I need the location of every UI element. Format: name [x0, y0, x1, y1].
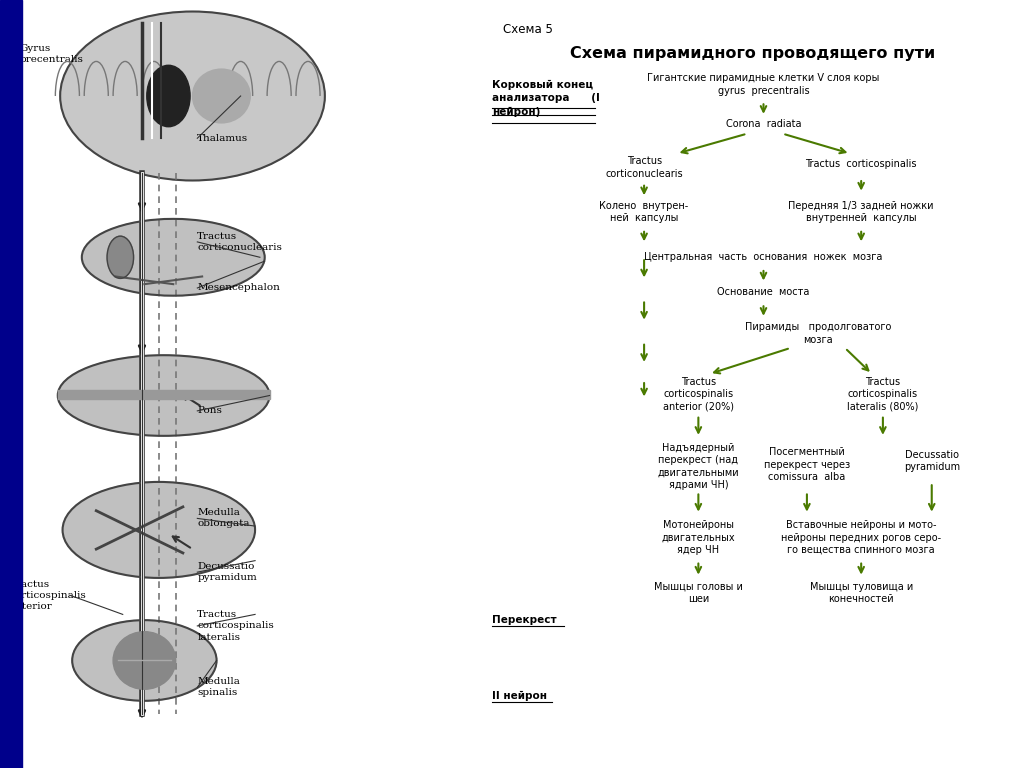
Text: Tractus
corticospinalis
lateralis: Tractus corticospinalis lateralis	[198, 611, 274, 641]
Ellipse shape	[146, 65, 190, 127]
Text: Мотонейроны
двигательных
ядер ЧН: Мотонейроны двигательных ядер ЧН	[662, 520, 735, 555]
Ellipse shape	[113, 631, 176, 690]
Bar	[0, 0, 22, 768]
Ellipse shape	[82, 219, 264, 296]
Bar	[57, 390, 269, 399]
Text: Tractus
corticospinalis
lateralis (80%): Tractus corticospinalis lateralis (80%)	[847, 376, 919, 412]
Text: Колено  внутрен-
ней  капсулы: Колено внутрен- ней капсулы	[599, 200, 689, 223]
Text: Схема 5: Схема 5	[503, 23, 553, 36]
Text: Передняя 1/3 задней ножки
внутренней  капсулы: Передняя 1/3 задней ножки внутренней кап…	[788, 200, 934, 223]
Text: Mesencephalon: Mesencephalon	[198, 283, 281, 293]
Text: Tractus
corticospinalis
anterior (20%): Tractus corticospinalis anterior (20%)	[663, 376, 734, 412]
Text: II нейрон: II нейрон	[493, 690, 547, 701]
Text: Decussatio
pyramidum: Decussatio pyramidum	[198, 562, 257, 582]
Ellipse shape	[62, 482, 255, 578]
Ellipse shape	[108, 237, 133, 279]
Text: Надъядерный
перекрест (над
двигательными
ядрами ЧН): Надъядерный перекрест (над двигательными…	[657, 442, 739, 490]
Text: Tractus
corticonuclearis: Tractus corticonuclearis	[605, 156, 683, 179]
Ellipse shape	[193, 69, 250, 123]
Text: Схема пирамидного проводящего пути: Схема пирамидного проводящего пути	[570, 46, 935, 61]
Text: Пирамиды   продолговатого
мозга: Пирамиды продолговатого мозга	[744, 322, 891, 345]
Ellipse shape	[60, 12, 325, 180]
Text: Гигантские пирамидные клетки V слоя коры
gyrus  precentralis: Гигантские пирамидные клетки V слоя коры…	[647, 73, 880, 96]
Text: Tractus
corticonuclearis: Tractus corticonuclearis	[198, 232, 283, 252]
Text: Gyrus
precentralis: Gyrus precentralis	[19, 44, 83, 64]
Text: Medulla
spinalis: Medulla spinalis	[198, 677, 241, 697]
Text: Основание  моста: Основание моста	[717, 286, 810, 297]
Text: Корковый конец
анализатора      (I
нейрон): Корковый конец анализатора (I нейрон)	[493, 80, 600, 117]
Text: Medulla
oblongata: Medulla oblongata	[198, 508, 250, 528]
Text: Мышцы туловища и
конечностей: Мышцы туловища и конечностей	[810, 581, 912, 604]
Text: Decussatio
pyramidum: Decussatio pyramidum	[903, 449, 959, 472]
Text: Мышцы головы и
шеи: Мышцы головы и шеи	[654, 581, 742, 604]
Text: Центральная  часть  основания  ножек  мозга: Центральная часть основания ножек мозга	[644, 251, 883, 262]
Text: Tractus  corticospinalis: Tractus corticospinalis	[806, 159, 916, 170]
Text: Перекрест: Перекрест	[493, 614, 557, 625]
Ellipse shape	[72, 621, 216, 700]
Text: Pons: Pons	[198, 406, 222, 415]
Text: Вставочные нейроны и мото-
нейроны передних рогов серо-
го вещества спинного моз: Вставочные нейроны и мото- нейроны перед…	[781, 520, 941, 555]
Text: Corona  radiata: Corona radiata	[726, 119, 801, 130]
Text: Посегментный
перекрест через
comissura  alba: Посегментный перекрест через comissura a…	[764, 447, 850, 482]
Ellipse shape	[57, 355, 269, 436]
Text: Tractus
corticospinalis
anterior: Tractus corticospinalis anterior	[9, 580, 86, 611]
Text: Thalamus: Thalamus	[198, 134, 249, 143]
